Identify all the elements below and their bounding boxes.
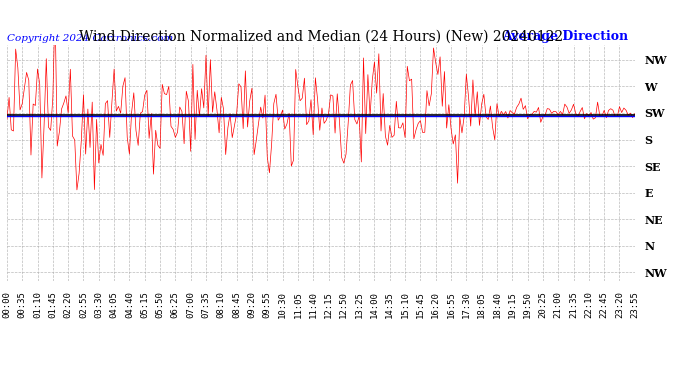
Text: Copyright 2024 Cartronics.com: Copyright 2024 Cartronics.com	[7, 34, 173, 43]
Text: Average Direction: Average Direction	[502, 30, 629, 43]
Title: Wind Direction Normalized and Median (24 Hours) (New) 20240122: Wind Direction Normalized and Median (24…	[79, 30, 563, 44]
